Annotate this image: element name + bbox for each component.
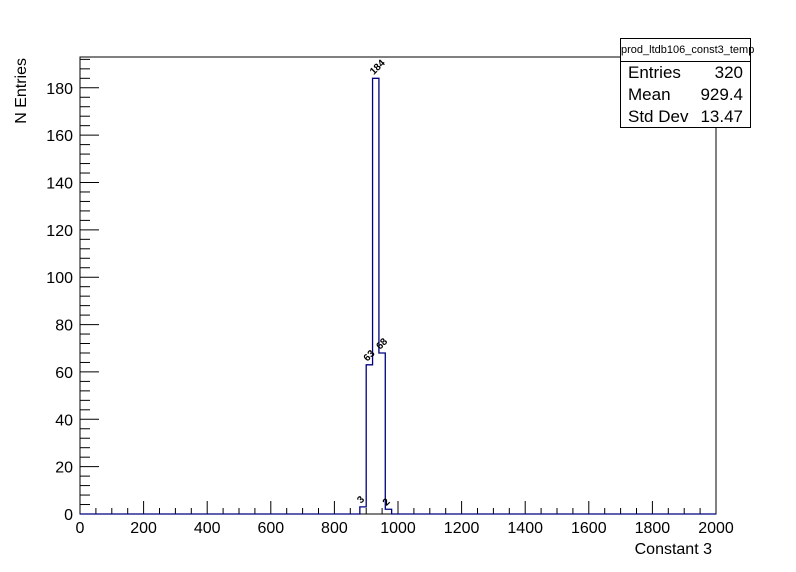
x-tick-label: 1800 — [635, 520, 671, 537]
histogram-outline — [80, 77, 716, 515]
stats-value: 320 — [714, 63, 743, 82]
y-tick-label: 160 — [46, 128, 73, 145]
x-tick-label: 800 — [321, 520, 348, 537]
stats-title: prod_ltdb106_const3_temp — [621, 39, 754, 62]
stats-value: 929.4 — [700, 85, 743, 104]
y-tick-label: 60 — [55, 365, 73, 382]
x-axis-label: Constant 3 — [635, 541, 712, 558]
stats-box: prod_ltdb106_const3_temp Entries 320 Mea… — [620, 38, 754, 128]
x-tick-labels: 0 200 400 600 800 1000 1200 1400 1600 1800 2000 — [76, 520, 734, 537]
stats-row-stddev: Std Dev 13.47 — [621, 106, 750, 128]
y-axis-label: N Entries — [13, 58, 30, 124]
bin-label: 68 — [374, 336, 390, 352]
x-tick-label: 600 — [257, 520, 284, 537]
bin-label: 2 — [381, 496, 393, 508]
stats-row-entries: Entries 320 — [621, 62, 750, 84]
x-tick-label: 200 — [130, 520, 157, 537]
stats-label: Entries — [628, 63, 681, 82]
y-tick-label: 80 — [55, 318, 73, 335]
y-tick-label: 120 — [46, 223, 73, 240]
y-tick-label: 0 — [64, 507, 73, 524]
x-tick-label: 400 — [194, 520, 221, 537]
y-tick-label: 140 — [46, 175, 73, 192]
stats-row-mean: Mean 929.4 — [621, 84, 750, 106]
x-tick-label: 1600 — [571, 520, 607, 537]
x-tick-label: 0 — [76, 520, 85, 537]
y-tick-label: 100 — [46, 270, 73, 287]
x-tick-label: 1400 — [507, 520, 543, 537]
x-tick-label: 2000 — [698, 520, 734, 537]
stats-label: Std Dev — [628, 107, 689, 126]
y-tick-labels: 0 20 40 60 80 100 120 140 160 180 — [46, 81, 73, 524]
y-tick-label: 20 — [55, 460, 73, 477]
bin-label: 63 — [362, 348, 378, 364]
x-tick-label: 1000 — [380, 520, 416, 537]
bin-label: 184 — [368, 58, 388, 78]
stats-value: 13.47 — [700, 107, 743, 126]
stats-label: Mean — [628, 85, 671, 104]
y-tick-label: 40 — [55, 412, 73, 429]
y-tick-label: 180 — [46, 81, 73, 98]
x-tick-label: 1200 — [444, 520, 480, 537]
axis-ticks — [79, 58, 717, 515]
